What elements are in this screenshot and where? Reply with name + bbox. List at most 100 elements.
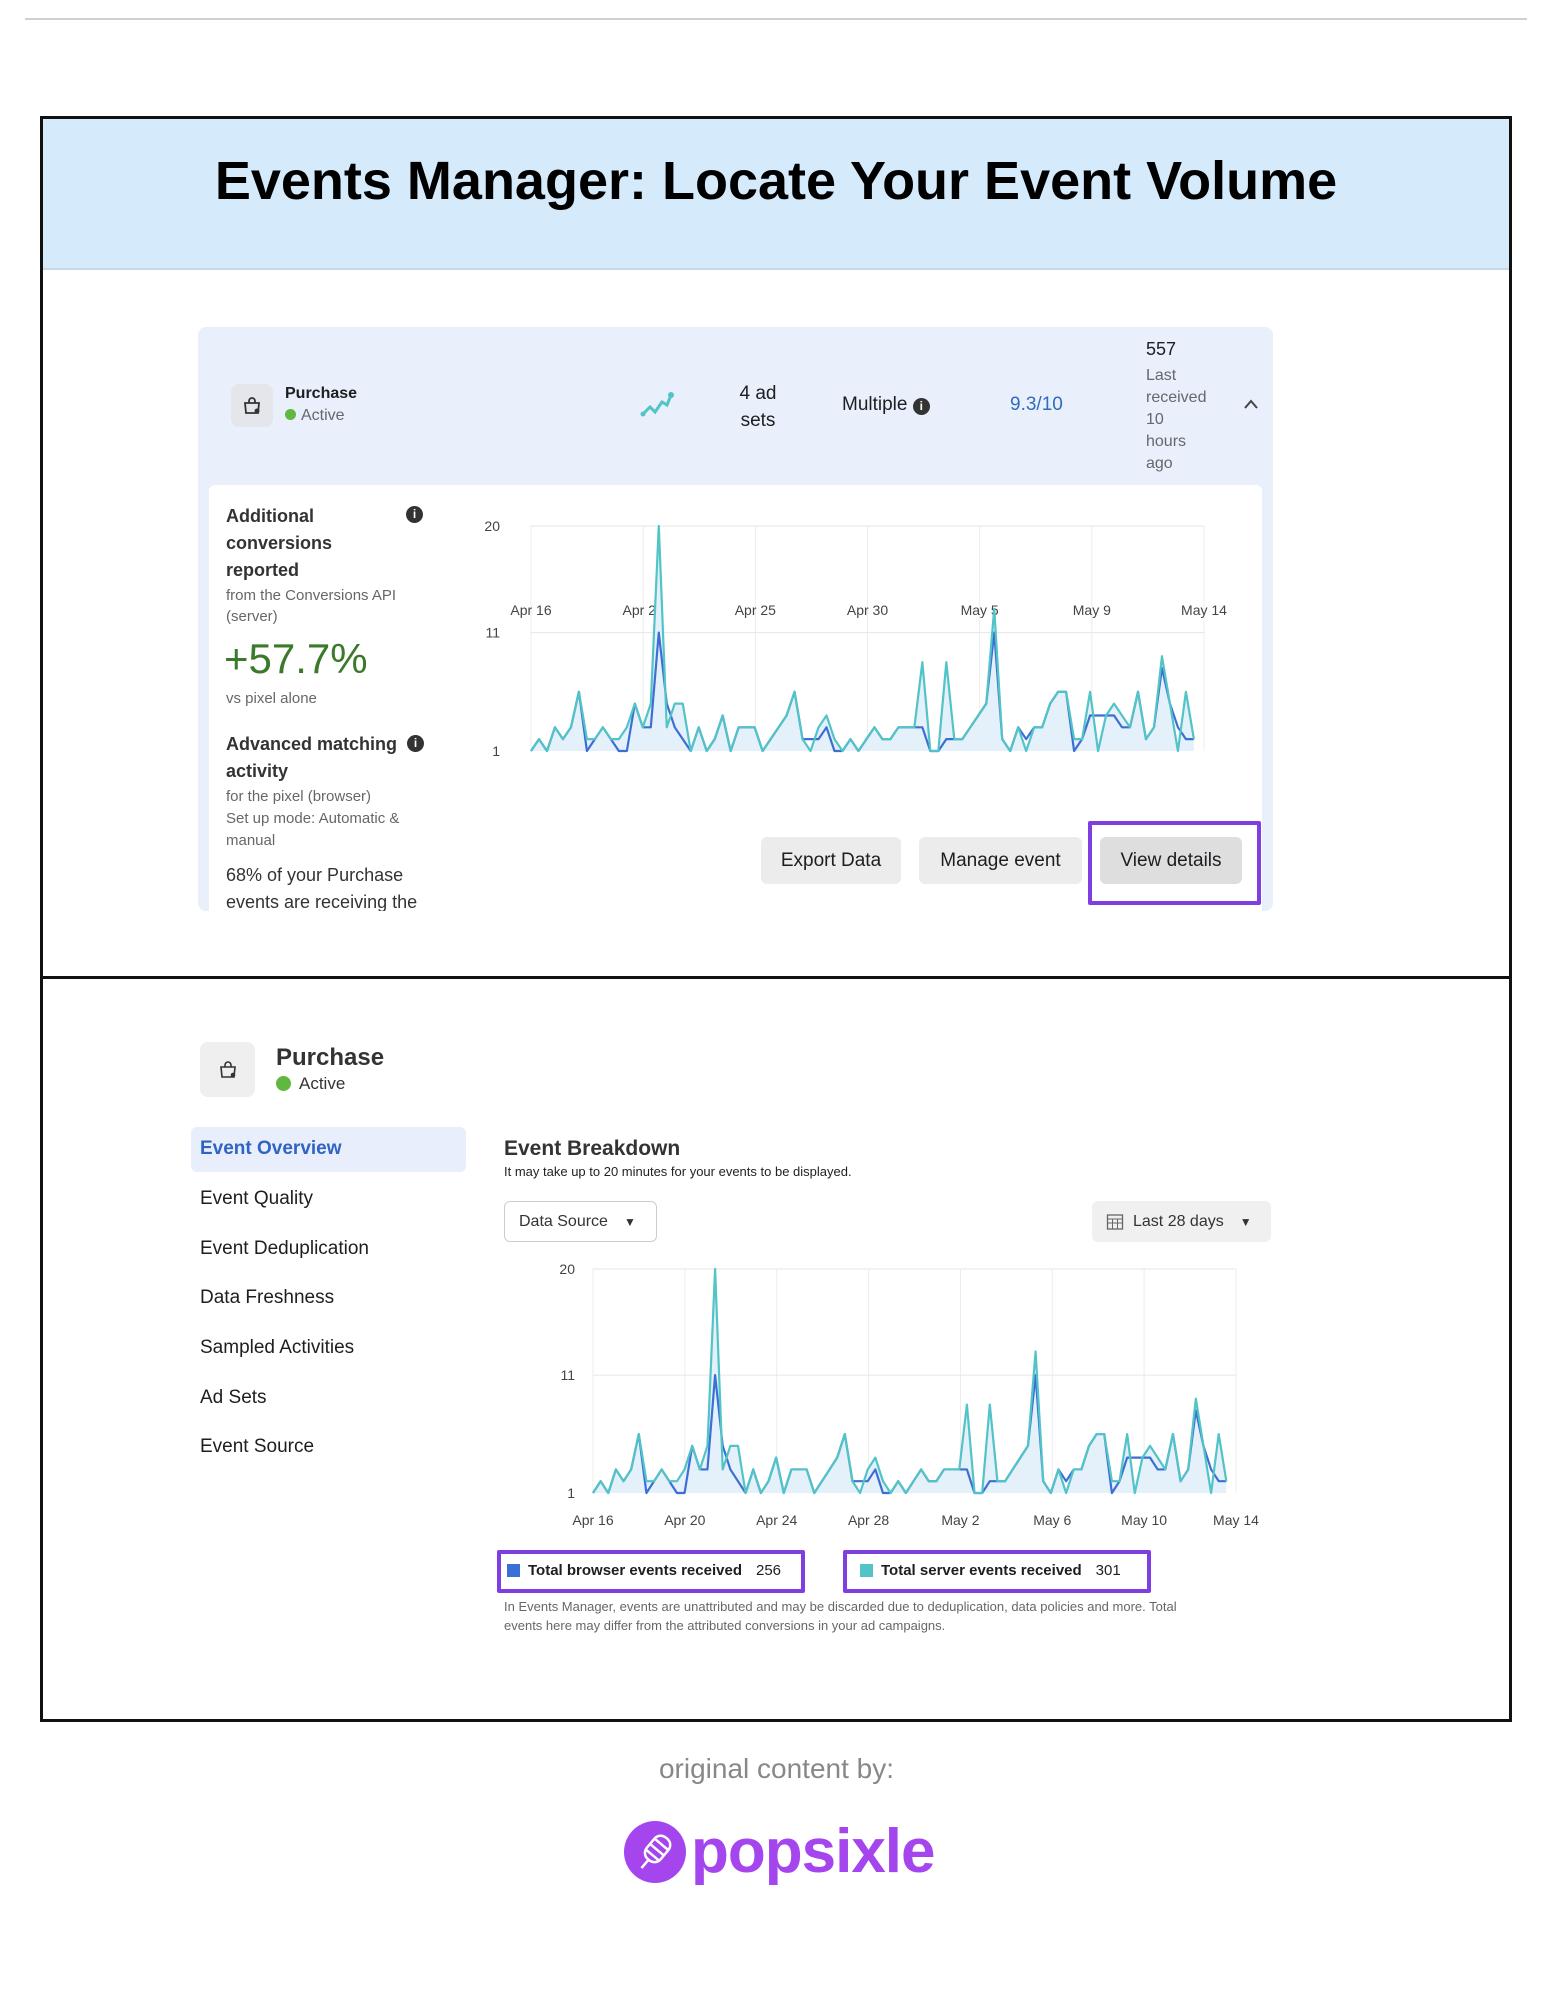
status-badge: Active — [276, 1074, 345, 1094]
matching-mode: Set up mode: Automatic & — [226, 810, 400, 827]
last-received-line: received — [1146, 389, 1207, 406]
series-line — [530, 524, 1195, 753]
info-icon[interactable]: i — [912, 398, 930, 415]
note-line: 68% of your Purchase — [226, 865, 404, 885]
matching-mode: manual — [226, 832, 276, 849]
x-tick-label: May 9 — [1073, 602, 1111, 618]
note-line: events are receiving the — [226, 892, 418, 911]
logo-text: popsixle — [691, 1817, 936, 1886]
source-line: (server) — [226, 608, 278, 625]
trend-icon — [640, 392, 674, 417]
chevron-up-icon[interactable] — [1243, 398, 1259, 410]
additional-conversions-title: Additional conversions reported — [226, 503, 332, 584]
x-tick-label: May 10 — [1121, 1512, 1167, 1528]
status-badge: Active — [285, 407, 345, 425]
last-received-line: 10 — [1146, 411, 1164, 428]
dropdown-label: Last 28 days — [1133, 1212, 1224, 1230]
advanced-matching-title: Advanced matching activity — [226, 731, 397, 785]
legend-swatch — [507, 1564, 520, 1577]
event-volume-chart: Apr 16 Apr 21 Apr 25 Apr 30 May 5 May 9 May 14… — [484, 518, 1227, 759]
y-tick-label: 1 — [567, 1485, 575, 1501]
source-line: from the Conversions API — [226, 587, 397, 604]
last-received-line: hours — [1146, 433, 1187, 450]
y-tick-label: 20 — [559, 1261, 575, 1277]
x-tick-label: Apr 28 — [848, 1512, 889, 1528]
footnote-line: In Events Manager, events are unattribut… — [504, 1599, 1177, 1614]
event-details-card — [209, 485, 1262, 911]
legend-label: Total server events received — [881, 1562, 1082, 1579]
date-range-dropdown[interactable]: Last 28 days ▼ — [1092, 1201, 1271, 1242]
sidebar-item-event-quality[interactable]: Event Quality — [200, 1188, 313, 1209]
x-tick-label: May 6 — [1033, 1512, 1071, 1528]
match-score[interactable]: 9.3/10 — [1010, 394, 1063, 415]
view-details-button[interactable]: View details — [1100, 837, 1242, 884]
area-fill — [531, 526, 1194, 751]
x-tick-label: May 2 — [941, 1512, 979, 1528]
sidebar-active-bg — [191, 1127, 466, 1172]
matching-source: for the pixel (browser) — [226, 788, 372, 805]
frame — [40, 116, 1512, 1722]
sidebar-item-ad-sets[interactable]: Ad Sets — [200, 1387, 267, 1408]
footnote-line: events here may differ from the attribut… — [504, 1618, 946, 1633]
conversion-lift: +57.7% — [224, 635, 368, 682]
calendar-icon — [1106, 1213, 1124, 1230]
section-divider — [43, 976, 1509, 979]
legend-server: Total server events received 301 — [860, 1562, 1121, 1579]
dropdown-label: Data Source — [519, 1212, 608, 1230]
last-received: Last received 10 hours ago — [1146, 365, 1206, 475]
sidebar-item-sampled-activities[interactable]: Sampled Activities — [200, 1337, 355, 1358]
last-received-line: Last — [1146, 367, 1177, 384]
data-source-dropdown[interactable]: Data Source ▼ — [504, 1201, 657, 1242]
legend-value: 301 — [1095, 1562, 1121, 1579]
shopping-bag-icon — [200, 1042, 255, 1097]
title-line: Additional — [226, 506, 314, 526]
popsicle-icon — [624, 1820, 686, 1883]
series-line — [592, 1267, 1228, 1495]
info-icon[interactable]: i — [406, 506, 423, 523]
section-subheading: It may take up to 20 minutes for your ev… — [504, 1164, 852, 1179]
credit-text: original content by: — [658, 1753, 895, 1784]
legend-browser: Total browser events received 256 — [507, 1562, 781, 1579]
caret-down-icon: ▼ — [623, 1214, 636, 1229]
legend-swatch — [860, 1564, 873, 1577]
y-tick-label: 20 — [484, 518, 500, 534]
event-name: Purchase — [276, 1044, 385, 1071]
sidebar-item-event-deduplication[interactable]: Event Deduplication — [200, 1238, 369, 1259]
x-tick-label: May 14 — [1181, 602, 1227, 618]
lift-caption: vs pixel alone — [226, 690, 317, 707]
x-tick-label: Apr 30 — [847, 602, 888, 618]
sidebar-item-data-freshness[interactable]: Data Freshness — [200, 1287, 335, 1308]
sidebar-item-event-source[interactable]: Event Source — [200, 1436, 315, 1457]
event-breakdown-chart: Apr 16 Apr 20 Apr 24 Apr 28 May 2 May 6 May 10… — [559, 1261, 1259, 1528]
export-data-button[interactable]: Export Data — [761, 837, 901, 884]
title-line: activity — [226, 761, 289, 781]
y-tick-label: 1 — [492, 743, 500, 759]
highlight-box — [1088, 821, 1261, 905]
title-line: reported — [226, 560, 300, 580]
area-fill — [593, 1269, 1227, 1493]
legend-label: Total browser events received — [528, 1562, 742, 1579]
x-tick-label: Apr 24 — [756, 1512, 797, 1528]
sidebar-item-event-overview[interactable]: Event Overview — [200, 1138, 342, 1159]
y-tick-label: 11 — [560, 1367, 575, 1383]
manage-event-button[interactable]: Manage event — [919, 837, 1082, 884]
matching-note: 68% of your Purchase events are receiving… — [226, 862, 417, 911]
x-tick-label: Apr 16 — [572, 1512, 613, 1528]
ad-sets-line: sets — [740, 410, 776, 431]
last-received-line: ago — [1146, 455, 1173, 472]
x-tick-label: Apr 21 — [623, 602, 664, 618]
title-line: Advanced matching — [226, 734, 398, 754]
ad-sets-line: 4 ad — [739, 383, 777, 404]
ad-sets-count: 4 ad sets — [720, 380, 796, 434]
x-tick-label: Apr 20 — [664, 1512, 705, 1528]
additional-source: from the Conversions API (server) — [226, 585, 396, 627]
x-tick-label: May 14 — [1213, 1512, 1259, 1528]
attribution: Multiple i — [842, 394, 930, 416]
info-icon[interactable]: i — [407, 735, 424, 752]
event-count: 557 — [1146, 339, 1177, 359]
page-title: Events Manager: Locate Your Event Volume — [214, 151, 1338, 211]
status-text: Active — [301, 407, 345, 424]
status-text: Active — [299, 1074, 346, 1093]
matching-details: for the pixel (browser) Set up mode: Auto… — [226, 786, 399, 852]
highlight-box — [843, 1550, 1151, 1593]
